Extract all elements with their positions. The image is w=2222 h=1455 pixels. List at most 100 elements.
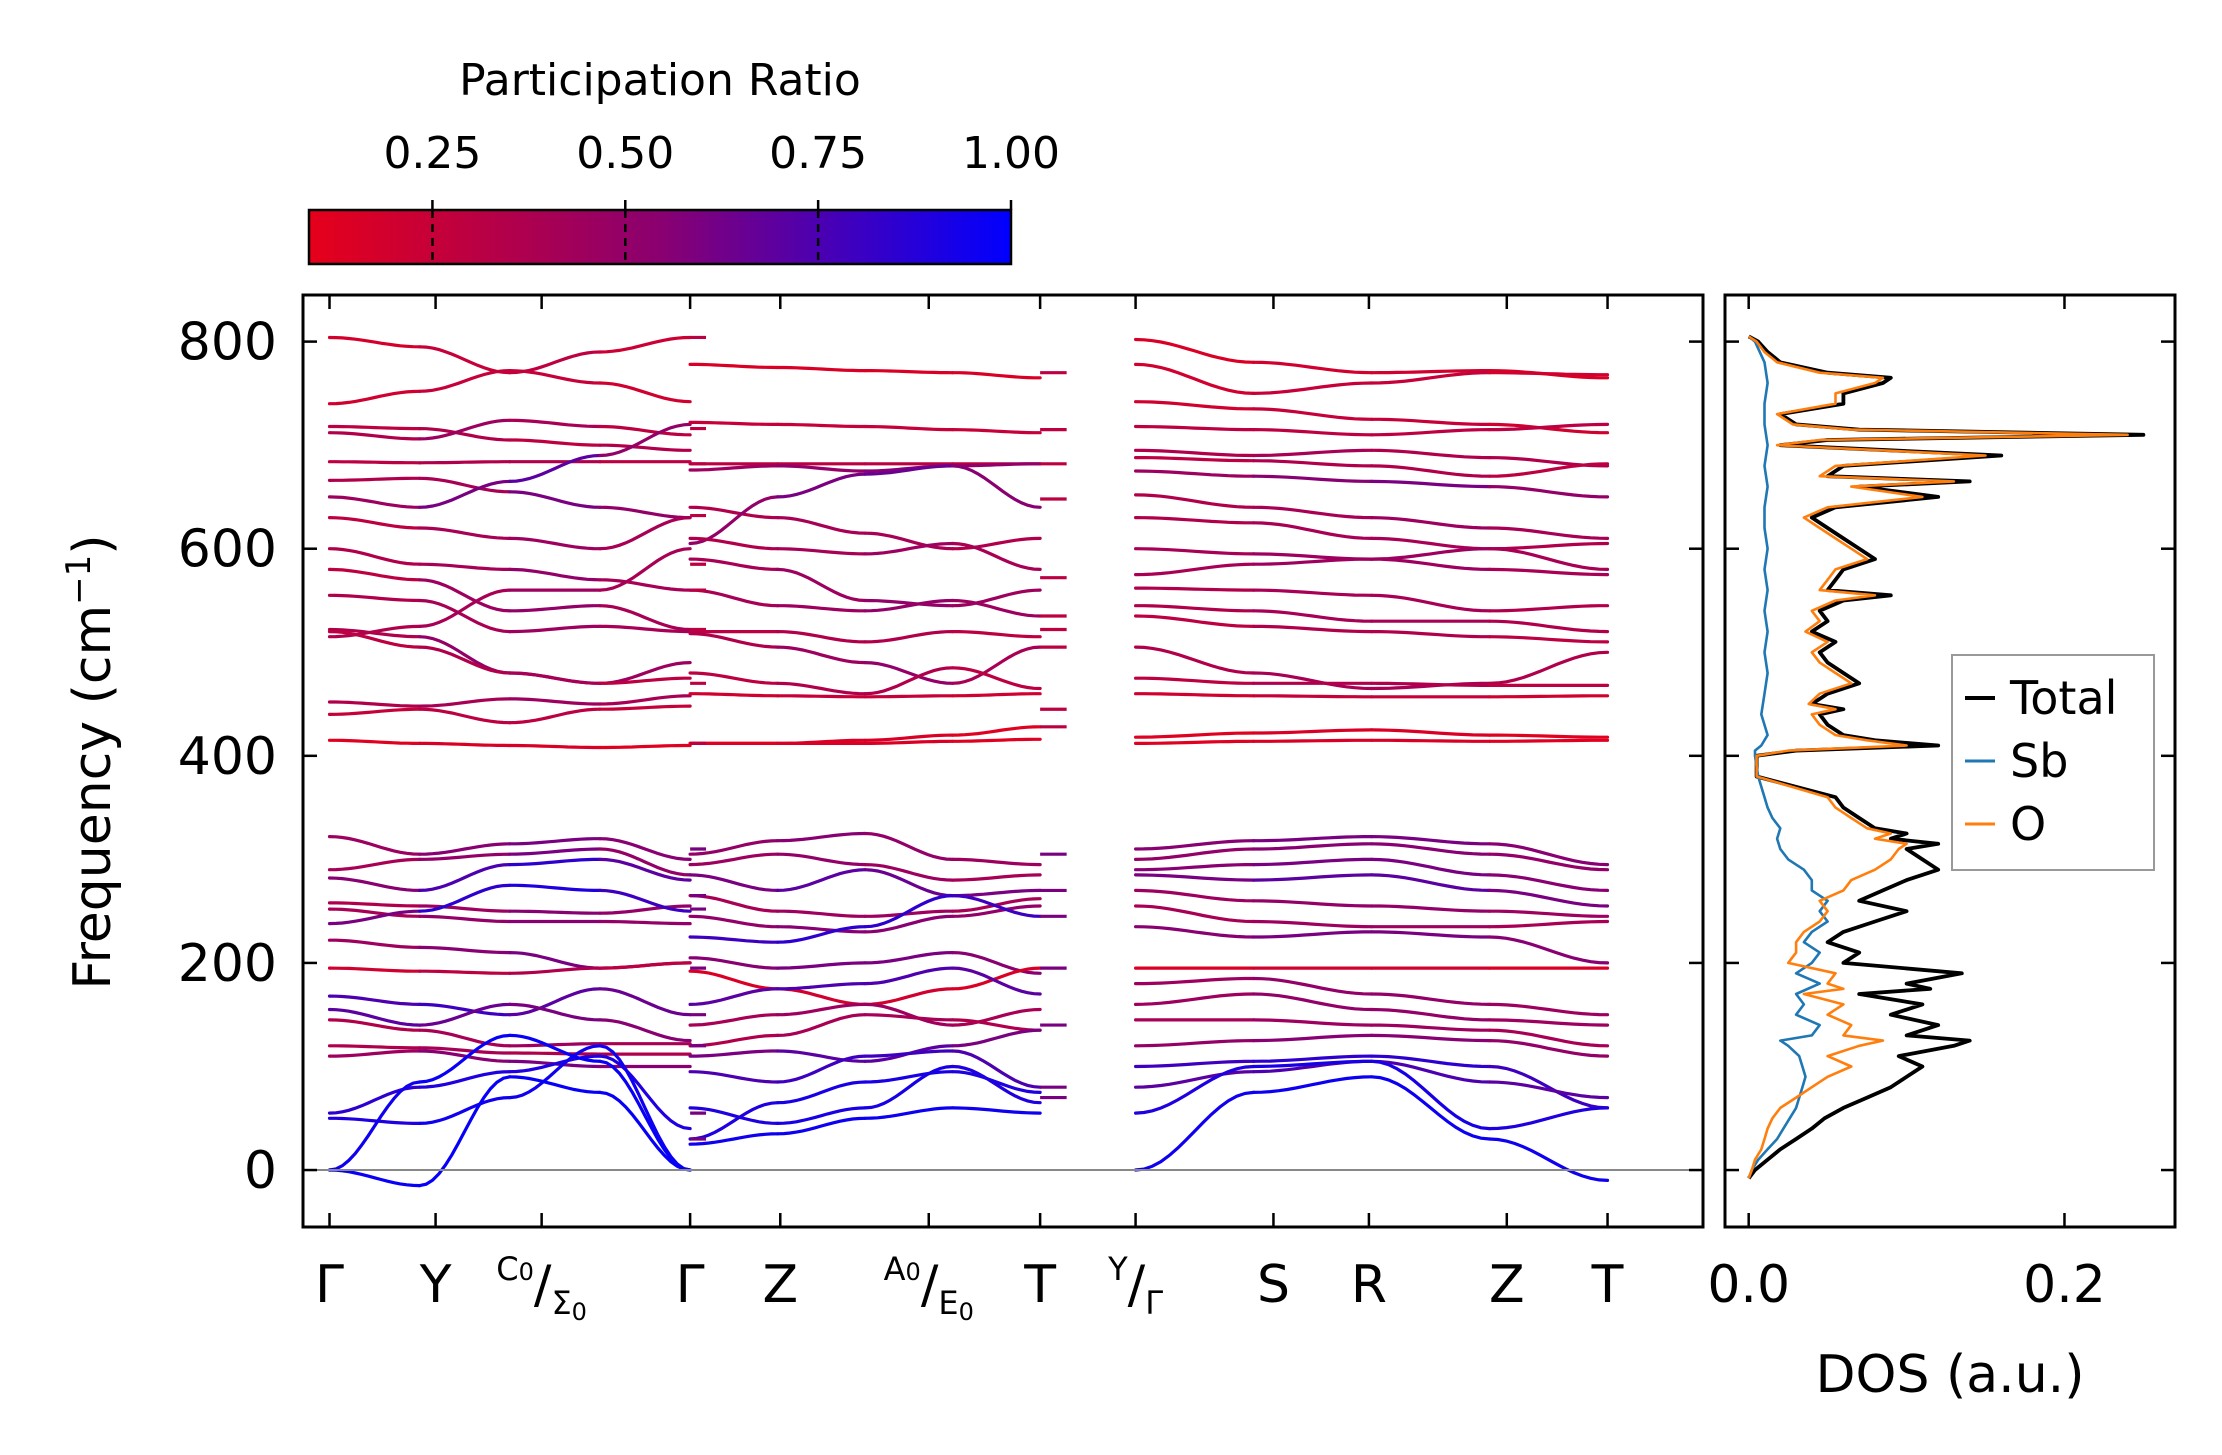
band-segment (951, 1028, 1042, 1048)
band-segment (863, 894, 955, 929)
x-tick-label-upper: A (884, 1250, 906, 1288)
band-segment (863, 909, 955, 918)
acoustic-branch (1134, 873, 1610, 908)
band-segment (1252, 694, 1374, 699)
band-segment (1488, 422, 1610, 432)
band-segment (598, 1059, 692, 1172)
band-segment (1488, 1137, 1610, 1182)
band-segment (508, 1002, 602, 1022)
band-segment (1134, 976, 1256, 986)
band-segment (327, 476, 422, 482)
band-segment (327, 857, 422, 872)
band-segment (598, 604, 692, 632)
band-segment (327, 938, 422, 949)
acoustic-branch (327, 883, 692, 926)
band-segment (1134, 547, 1256, 556)
colorbar: Participation Ratio 0.25 0.50 0.75 1.00 (307, 55, 1060, 266)
x-tick-label-lower: Σ (551, 1284, 571, 1322)
acoustic-branch (1134, 976, 1610, 1017)
band-segment (1488, 485, 1610, 499)
band-segment (1370, 842, 1492, 856)
band-segment (776, 1106, 867, 1125)
band-segment (327, 700, 422, 708)
band-segment (776, 645, 867, 665)
band-segment (1134, 731, 1256, 739)
band-segment (418, 969, 512, 975)
band-segment (598, 547, 692, 592)
band-segment (863, 739, 955, 745)
band-segment (1252, 835, 1374, 843)
band-segment (1134, 424, 1256, 432)
acoustic-branch (327, 1075, 692, 1188)
band-segment (951, 536, 1042, 551)
band-segment (1252, 1018, 1374, 1027)
x-tick-label-slash: / (921, 1255, 939, 1315)
band-segment (863, 733, 955, 742)
band-segment (327, 624, 422, 639)
band-segment (863, 831, 955, 861)
optical-branch (1134, 586, 1610, 613)
acoustic-branch (688, 868, 1042, 898)
acoustic-branch (688, 966, 1042, 1006)
band-segment (1252, 407, 1374, 421)
band-segment (418, 1033, 512, 1084)
band-segment (951, 371, 1042, 380)
acoustic-branch (1134, 992, 1610, 1027)
band-segment (1134, 337, 1256, 364)
band-segment (418, 914, 512, 924)
band-segment (776, 547, 867, 556)
band-segment (1134, 888, 1256, 903)
band-segment (327, 389, 422, 406)
optical-branch (688, 632, 1042, 685)
band-segment (418, 842, 512, 856)
colorbar-tick-label: 0.75 (769, 128, 867, 179)
band-segment (1134, 1039, 1256, 1048)
band-segment (1488, 738, 1610, 743)
band-segment (598, 743, 692, 750)
band-segment (776, 464, 867, 473)
band-segment (863, 1064, 955, 1110)
y-axis-label-close: ) (63, 534, 123, 554)
band-segment (688, 671, 780, 685)
band-segment (327, 567, 422, 582)
band-segment (776, 925, 867, 934)
band-segment (1134, 493, 1256, 509)
band-segment (1370, 516, 1492, 530)
band-segment (1134, 692, 1256, 698)
optical-branch (1134, 676, 1610, 687)
band-segment (598, 335, 692, 354)
optical-branch (327, 630, 692, 685)
band-segment (776, 925, 867, 944)
band-segment (863, 1049, 955, 1058)
band-segment (1134, 873, 1256, 882)
colorbar-tick-label: 0.50 (576, 128, 674, 179)
band-segment (1370, 930, 1492, 939)
acoustic-branch (1134, 904, 1610, 929)
band-segment (951, 1007, 1042, 1027)
band-segment (418, 1002, 512, 1017)
band-segment (951, 428, 1042, 435)
band-segment (418, 1075, 512, 1188)
band-segment (1370, 904, 1492, 913)
band-segment (1370, 536, 1492, 551)
optical-branch (327, 627, 692, 685)
acoustic-branch (688, 1002, 1042, 1027)
acoustic-branch (1134, 1059, 1610, 1131)
band-segment (508, 453, 602, 483)
x-tick-label-lower-sub: 0 (959, 1298, 974, 1326)
band-segment (1252, 930, 1374, 939)
acoustic-branch (1134, 842, 1610, 872)
optical-branch (327, 335, 692, 375)
x-tick-label: Z (762, 1255, 798, 1315)
band-segment (1134, 839, 1256, 851)
band-segment (1134, 448, 1256, 458)
band-segment (508, 966, 602, 975)
band-segment (1134, 847, 1256, 861)
band-segment (1252, 459, 1374, 468)
band-segment (1134, 516, 1256, 525)
dos-lines (1747, 334, 2146, 1180)
optical-branch (1134, 493, 1610, 540)
band-segment (688, 464, 780, 472)
band-segment (327, 335, 422, 349)
band-segment (327, 516, 422, 530)
